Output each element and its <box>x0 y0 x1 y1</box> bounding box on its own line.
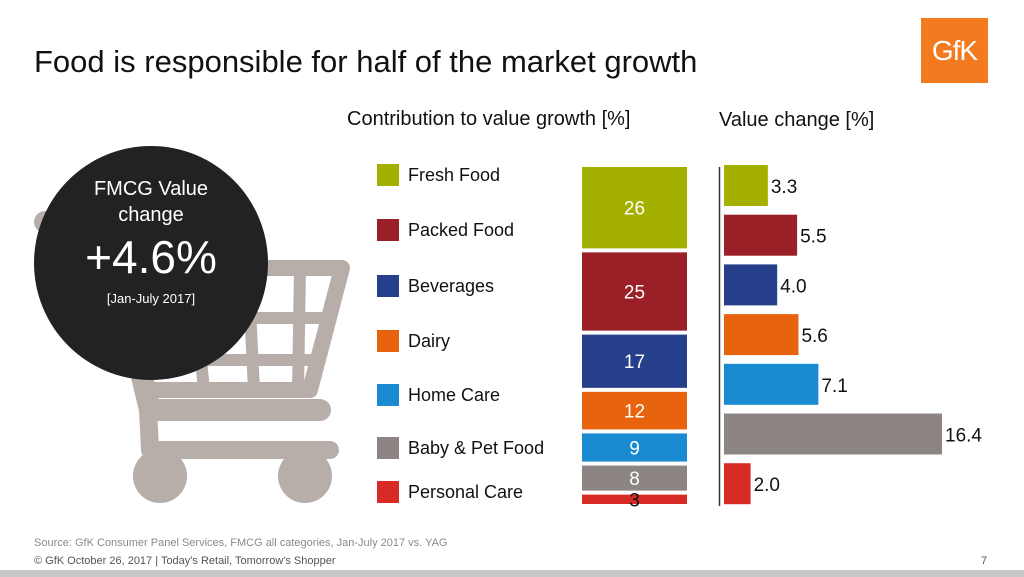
legend-swatch <box>377 275 399 297</box>
legend-label: Home Care <box>408 384 501 405</box>
legend-item: Beverages <box>377 275 494 297</box>
contribution-bar-segment <box>582 433 687 462</box>
kpi-label-line1: FMCG Value <box>93 178 209 200</box>
legend-item: Personal Care <box>377 481 523 503</box>
value-change-label: 5.5 <box>800 227 826 248</box>
contribution-bar-segment <box>582 391 687 430</box>
value-change-label: 2.0 <box>754 475 780 496</box>
legend-swatch <box>377 437 399 459</box>
contribution-bar-label: 17 <box>624 352 645 373</box>
legend-label: Baby & Pet Food <box>408 437 545 458</box>
legend-item: Fresh Food <box>377 164 500 186</box>
value-change-label: 5.6 <box>801 326 827 347</box>
kpi-value: +4.6% <box>85 231 217 283</box>
contribution-bar-segment <box>582 167 687 249</box>
contribution-bar-segment <box>582 334 687 388</box>
value-change-bar <box>724 363 819 405</box>
page-number: 7 <box>981 555 988 567</box>
legend-swatch <box>377 164 399 186</box>
value-change-bar <box>724 314 799 356</box>
legend-label: Beverages <box>408 275 495 296</box>
legend-item: Home Care <box>377 384 500 406</box>
legend-label: Dairy <box>408 330 451 351</box>
kpi-label: FMCG Value change <box>34 176 268 228</box>
legend-swatch <box>377 481 399 503</box>
kpi-circle: FMCG Value change +4.6% [Jan-July 2017] <box>34 146 268 380</box>
value-change-label: 4.0 <box>780 276 806 297</box>
value-change-label: 16.4 <box>945 426 982 447</box>
gfk-logo: GfK <box>921 18 988 83</box>
logo-text: GfK <box>931 34 978 66</box>
legend-label: Packed Food <box>408 219 515 240</box>
kpi-label-line2: change <box>118 204 184 226</box>
value-change-bar <box>724 264 778 306</box>
legend-label: Fresh Food <box>408 164 501 185</box>
bottom-rule <box>0 570 1024 577</box>
legend-label: Personal Care <box>408 481 524 502</box>
source-note: Source: GfK Consumer Panel Services, FMC… <box>34 537 448 549</box>
legend-swatch <box>377 384 399 406</box>
contribution-bar-segment <box>582 465 687 491</box>
contribution-bar-segment <box>582 252 687 331</box>
value-change-bar <box>724 413 942 455</box>
contribution-bar-label: 9 <box>629 438 640 459</box>
legend-item: Baby & Pet Food <box>377 437 544 459</box>
value-change-bar <box>724 165 768 206</box>
contribution-bar-label: 26 <box>624 199 645 220</box>
kpi-period: [Jan-July 2017] <box>106 291 196 306</box>
value-change-title: Value change [%] <box>719 109 875 131</box>
value-change-label: 7.1 <box>821 376 847 397</box>
value-change-bar <box>724 463 751 505</box>
contribution-bar-label: 3 <box>629 490 640 511</box>
contribution-bar-label: 25 <box>624 283 645 304</box>
legend-item: Dairy <box>377 330 450 352</box>
copyright-note: © GfK October 26, 2017 | Today's Retail,… <box>34 555 336 567</box>
legend-item: Packed Food <box>377 219 514 241</box>
contribution-bar-label: 12 <box>624 402 645 423</box>
contribution-bar-segment <box>582 494 687 504</box>
value-change-bar <box>724 214 798 256</box>
contribution-bar-label: 8 <box>629 469 640 490</box>
page-title: Food is responsible for half of the mark… <box>34 44 698 79</box>
value-change-label: 3.3 <box>771 177 797 198</box>
legend-swatch <box>377 330 399 352</box>
legend-swatch <box>377 219 399 241</box>
contribution-title: Contribution to value growth [%] <box>347 108 631 130</box>
